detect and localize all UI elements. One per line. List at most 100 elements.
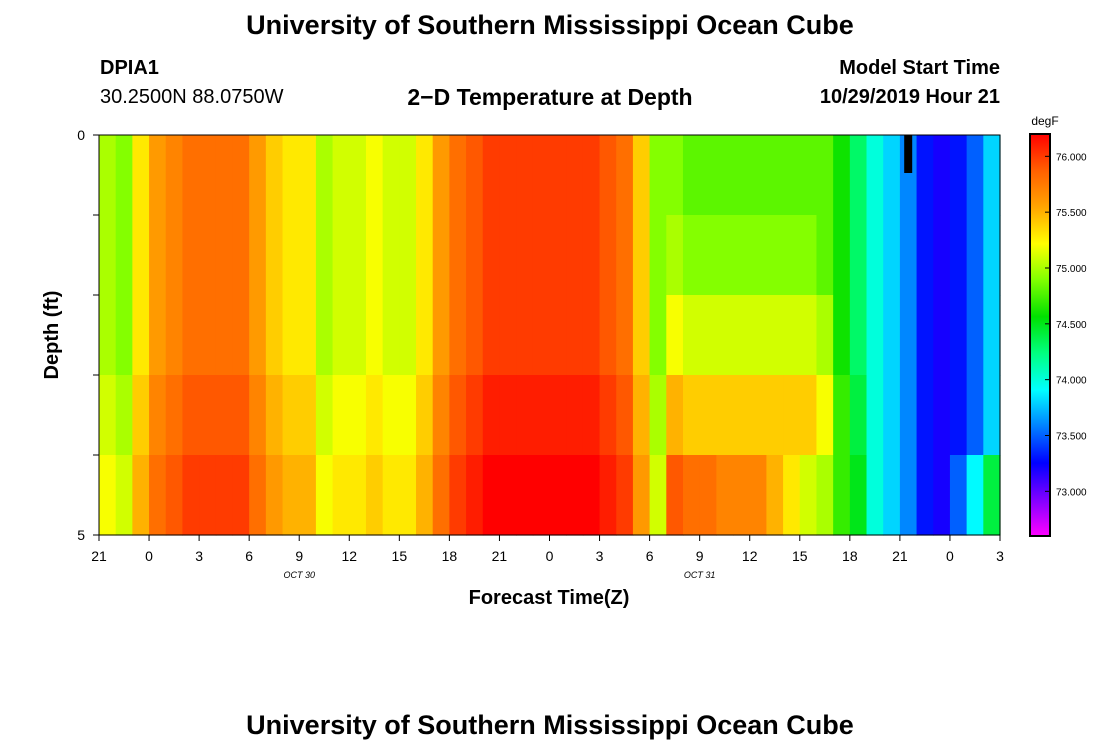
heatmap-cell <box>199 375 217 456</box>
heatmap-cell <box>349 455 367 536</box>
heatmap-cell <box>365 375 384 456</box>
heatmap-cell <box>549 215 567 296</box>
heatmap-cell <box>866 135 884 216</box>
heatmap-cell <box>482 375 501 456</box>
current-time-marker <box>904 135 913 173</box>
heatmap-cell <box>682 215 701 296</box>
heatmap-cell <box>115 135 133 216</box>
heatmap-cell <box>349 375 367 456</box>
heatmap-cell <box>249 135 267 216</box>
heatmap-cell <box>149 135 167 216</box>
heatmap-cell <box>916 455 934 536</box>
model-start-time: 10/29/2019 Hour 21 <box>819 86 1000 108</box>
heatmap-cell <box>249 455 267 536</box>
heatmap-cell <box>499 135 517 216</box>
y-axis: 05 <box>77 127 99 543</box>
heatmap-cell <box>883 295 901 376</box>
heatmap-cell <box>432 375 450 456</box>
heatmap-cell <box>833 295 851 376</box>
heatmap-cell <box>733 455 751 536</box>
heatmap-cell <box>933 455 951 536</box>
heatmap-cell <box>466 135 484 216</box>
heatmap-cell <box>783 375 801 456</box>
heatmap-cell <box>666 295 684 376</box>
heatmap-cell <box>215 455 234 536</box>
heatmap-cell <box>249 375 267 456</box>
heatmap-cell <box>849 295 868 376</box>
heatmap-cell <box>466 455 484 536</box>
heatmap-cell <box>883 455 901 536</box>
heatmap-cell <box>749 295 768 376</box>
heatmap-cell <box>165 215 184 296</box>
heatmap-cell <box>115 375 133 456</box>
x-tick-label: 6 <box>245 548 253 564</box>
heatmap-cell <box>616 375 634 456</box>
heatmap-cell <box>182 455 200 536</box>
heatmap-cell <box>649 135 667 216</box>
heatmap-cell <box>149 375 167 456</box>
colorbar-tick-label: 75.500 <box>1056 208 1087 219</box>
heatmap-cell <box>699 455 717 536</box>
heatmap-cell <box>599 375 617 456</box>
heatmap-cell <box>165 455 184 536</box>
heatmap-cell <box>899 375 918 456</box>
heatmap-cell <box>315 215 334 296</box>
heatmap-cell <box>165 295 184 376</box>
heatmap-cell <box>582 215 601 296</box>
heatmap-cell <box>416 375 434 456</box>
x-tick-label: 21 <box>91 548 107 564</box>
heatmap-cell <box>766 215 784 296</box>
heatmap-cell <box>682 135 701 216</box>
heatmap-cell <box>532 455 551 536</box>
x-tick-label: 3 <box>596 548 604 564</box>
heatmap-cell <box>733 295 751 376</box>
heatmap-cell <box>849 135 868 216</box>
heatmap-cell <box>416 215 434 296</box>
heatmap-cell <box>632 295 651 376</box>
heatmap-cell <box>582 135 601 216</box>
y-tick-label: 0 <box>77 127 85 143</box>
heatmap-cell <box>282 455 300 536</box>
station-id: DPIA1 <box>100 57 159 79</box>
heatmap-cell <box>766 375 784 456</box>
heatmap-cell <box>149 455 167 536</box>
heatmap-cell <box>582 375 601 456</box>
heatmap-cell <box>666 455 684 536</box>
x-tick-label: 18 <box>442 548 458 564</box>
heatmap-cell <box>816 295 834 376</box>
heatmap-cell <box>332 375 350 456</box>
heatmap-cell <box>499 215 517 296</box>
heatmap-cell <box>315 375 334 456</box>
heatmap-cell <box>616 135 634 216</box>
heatmap-cell <box>482 135 501 216</box>
heatmap-cell <box>783 135 801 216</box>
heatmap-cell <box>916 215 934 296</box>
heatmap-cell <box>749 215 768 296</box>
heatmap-cell <box>99 295 117 376</box>
heatmap-cell <box>833 375 851 456</box>
heatmap-cell <box>949 215 968 296</box>
x-tick-label: 3 <box>195 548 203 564</box>
heatmap-cell <box>132 375 150 456</box>
heatmap-cell <box>549 455 567 536</box>
heatmap-cell <box>182 295 200 376</box>
heatmap-cell <box>666 375 684 456</box>
heatmap-cell <box>182 135 200 216</box>
heatmap-cell <box>99 455 117 536</box>
heatmap-cell <box>315 295 334 376</box>
heatmap-cell <box>733 135 751 216</box>
heatmap-cell <box>182 215 200 296</box>
x-tick-label: 21 <box>492 548 508 564</box>
heatmap-cell <box>466 375 484 456</box>
heatmap-cell <box>265 135 284 216</box>
x-tick-label: 21 <box>892 548 908 564</box>
heatmap-cell <box>883 375 901 456</box>
heatmap-cell <box>249 215 267 296</box>
heatmap-cell <box>382 135 400 216</box>
heatmap-cell <box>799 135 818 216</box>
heatmap-cell <box>949 135 968 216</box>
heatmap-cell <box>199 295 217 376</box>
heatmap-cell <box>616 215 634 296</box>
heatmap-cell <box>99 135 117 216</box>
